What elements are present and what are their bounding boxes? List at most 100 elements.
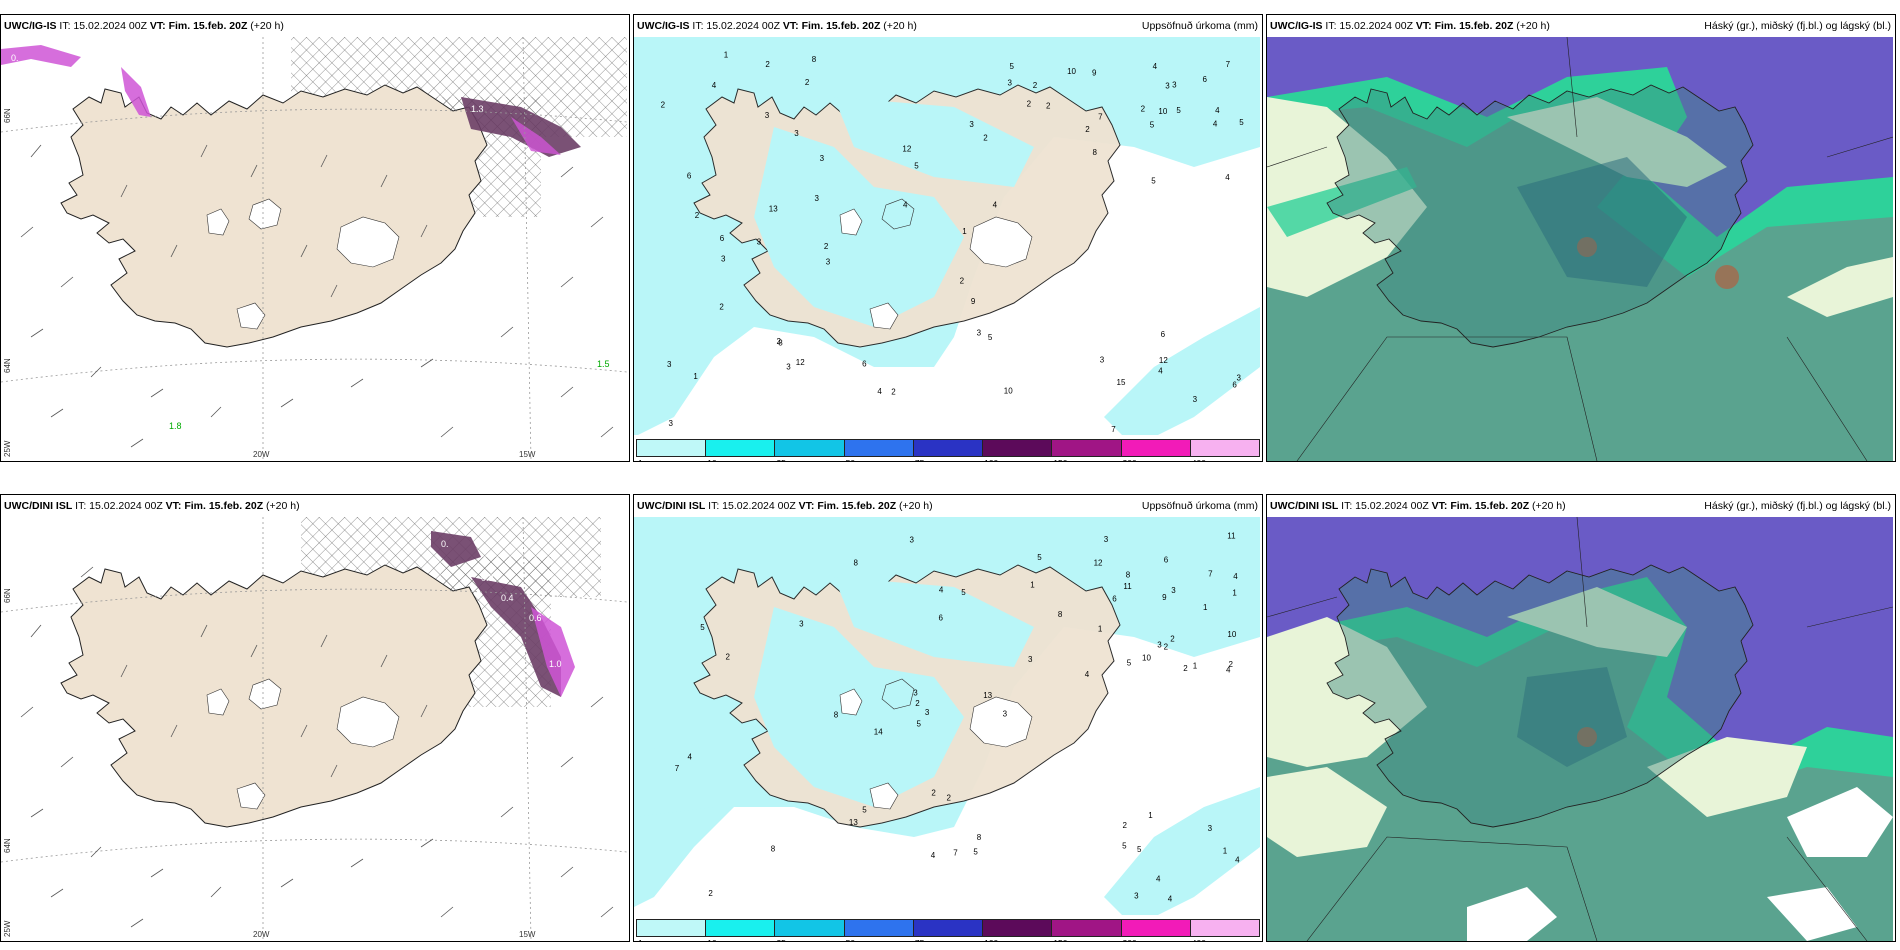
precip-value-label: 8 <box>834 711 839 720</box>
precip-value-label: 2 <box>1141 105 1146 114</box>
precip-value-label: 13 <box>849 818 858 827</box>
colorbar-label: 200 <box>1123 938 1137 941</box>
cloud-map <box>1267 37 1893 461</box>
precip-value-label: 4 <box>1085 670 1090 679</box>
precip-value-label: 1 <box>1223 847 1228 856</box>
precip-value-label: 2 <box>777 337 782 346</box>
precip-value-label: 3 <box>815 194 820 203</box>
precip-colorbar: 1 10 25 50 75 100 150 200 400 <box>636 919 1260 941</box>
precip-value-label: 4 <box>1156 875 1161 884</box>
precip-value-label: 5 <box>988 333 993 342</box>
precip-value-label: 8 <box>778 339 783 348</box>
precip-value-label: 3 <box>765 111 770 120</box>
precip-value-label: 8 <box>1126 570 1131 579</box>
precip-value-label: 12 <box>1094 558 1103 567</box>
precip-value-label: 9 <box>1162 593 1167 602</box>
precip-value-label: 6 <box>1112 595 1117 604</box>
lon-label-20w: 20W <box>253 450 270 459</box>
top-precip-panel: UWC/IG-IS IT: 15.02.2024 00Z VT: Fim. 15… <box>633 14 1263 462</box>
precip-value-label: 3 <box>757 237 762 246</box>
lon-label-20w: 20W <box>253 930 270 939</box>
panel-header: UWC/IG-IS IT: 15.02.2024 00Z VT: Fim. 15… <box>634 15 1262 37</box>
precip-value-label: 10 <box>1067 67 1076 76</box>
precip-value-label: 7 <box>1098 113 1103 122</box>
precip-value-label: 6 <box>1161 330 1166 339</box>
precip-value-label: 6 <box>687 171 692 180</box>
vt-label: VT: <box>149 20 166 32</box>
precip-value-label: 3 <box>1193 395 1198 404</box>
precip-value-label: 4 <box>1226 666 1231 675</box>
valid-time: Fim. 15.feb. 20Z <box>1450 500 1530 512</box>
precip-value-label: 6 <box>1203 75 1208 84</box>
svg-text:0.6: 0.6 <box>529 613 542 623</box>
precip-value-label: 3 <box>799 619 804 628</box>
lead-time: (+20 h) <box>883 20 917 32</box>
panel-header: UWC/DINI ISL IT: 15.02.2024 00Z VT: Fim.… <box>1 495 629 517</box>
init-time: IT: 15.02.2024 00Z <box>1325 20 1413 32</box>
precip-value-label: 4 <box>1235 855 1240 864</box>
lat-label-66n: 66N <box>3 588 12 603</box>
precip-value-label: 6 <box>862 360 867 369</box>
precip-value-label: 13 <box>983 691 992 700</box>
precip-value-label: 7 <box>1208 570 1213 579</box>
bottom-precip-panel: UWC/DINI ISL IT: 15.02.2024 00Z VT: Fim.… <box>633 494 1263 942</box>
precip-value-label: 8 <box>1093 148 1098 157</box>
precip-value-label: 3 <box>925 708 930 717</box>
colorbar-segment: 200 <box>1121 440 1191 461</box>
precip-value-label: 2 <box>983 134 988 143</box>
precip-value-label: 3 <box>1157 641 1162 650</box>
precip-value-label: 3 <box>820 154 825 163</box>
lead-time: (+20 h) <box>1532 500 1566 512</box>
panel-title: Uppsöfnuð úrkoma (mm) <box>1141 500 1258 512</box>
precip-value-label: 2 <box>960 276 965 285</box>
precip-value-label: 15 <box>1117 378 1126 387</box>
colorbar-segment: 50 <box>844 920 914 941</box>
precip-value-label: 6 <box>1232 381 1237 390</box>
colorbar-segment: 100 <box>983 440 1053 461</box>
precip-value-label: 1 <box>962 227 967 236</box>
precip-value-label: 9 <box>971 297 976 306</box>
precip-value-label: 3 <box>1172 80 1177 89</box>
svg-text:0.3: 0.3 <box>481 573 494 583</box>
precip-value-label: 3 <box>977 329 982 338</box>
colorbar-label: 10 <box>707 938 716 941</box>
svg-text:1.0: 1.0 <box>549 659 562 669</box>
precip-value-label: 10 <box>1227 630 1236 639</box>
precip-value-label: 2 <box>931 789 936 798</box>
init-time: IT: 15.02.2024 00Z <box>1341 500 1429 512</box>
precip-value-label: 5 <box>1150 121 1155 130</box>
precip-value-label: 3 <box>1104 535 1109 544</box>
precip-value-label: 10 <box>1004 387 1013 396</box>
precip-value-label: 5 <box>1151 177 1156 186</box>
precip-value-label: 6 <box>720 234 725 243</box>
colorbar-label: 1 <box>638 938 643 941</box>
colorbar-segment: 150 <box>1052 920 1122 941</box>
precip-value-label: 3 <box>786 362 791 371</box>
precip-value-label: 12 <box>902 145 911 154</box>
precip-value-label: 4 <box>1158 367 1163 376</box>
colorbar-segment: 25 <box>775 920 845 941</box>
lat-label-64n: 64N <box>3 358 12 373</box>
precip-value-label: 8 <box>854 559 859 568</box>
lead-time: (+20 h) <box>250 20 284 32</box>
colorbar-segment: 1 <box>637 440 707 461</box>
colorbar-label: 50 <box>846 458 855 461</box>
wind-map: 0. 0.3 0.4 0.6 1.0 <box>1 517 627 941</box>
precip-value-label: 2 <box>1085 125 1090 134</box>
precip-value-label: 2 <box>1033 81 1038 90</box>
precip-value-label: 3 <box>721 255 726 264</box>
precip-value-label: 2 <box>1229 660 1234 669</box>
precip-value-label: 5 <box>1176 106 1181 115</box>
precip-value-label: 4 <box>1168 895 1173 904</box>
precip-value-label: 3 <box>1028 655 1033 664</box>
precip-value-label: 12 <box>796 358 805 367</box>
valid-time: Fim. 15.feb. 20Z <box>168 20 248 32</box>
colorbar-label: 50 <box>846 938 855 941</box>
precip-value-label: 3 <box>1008 79 1013 88</box>
svg-text:1.3: 1.3 <box>471 104 484 114</box>
precip-value-label: 1 <box>693 372 698 381</box>
vt-label: VT: <box>1431 500 1448 512</box>
precip-value-label: 10 <box>1142 654 1151 663</box>
precip-value-label: 8 <box>1058 610 1063 619</box>
